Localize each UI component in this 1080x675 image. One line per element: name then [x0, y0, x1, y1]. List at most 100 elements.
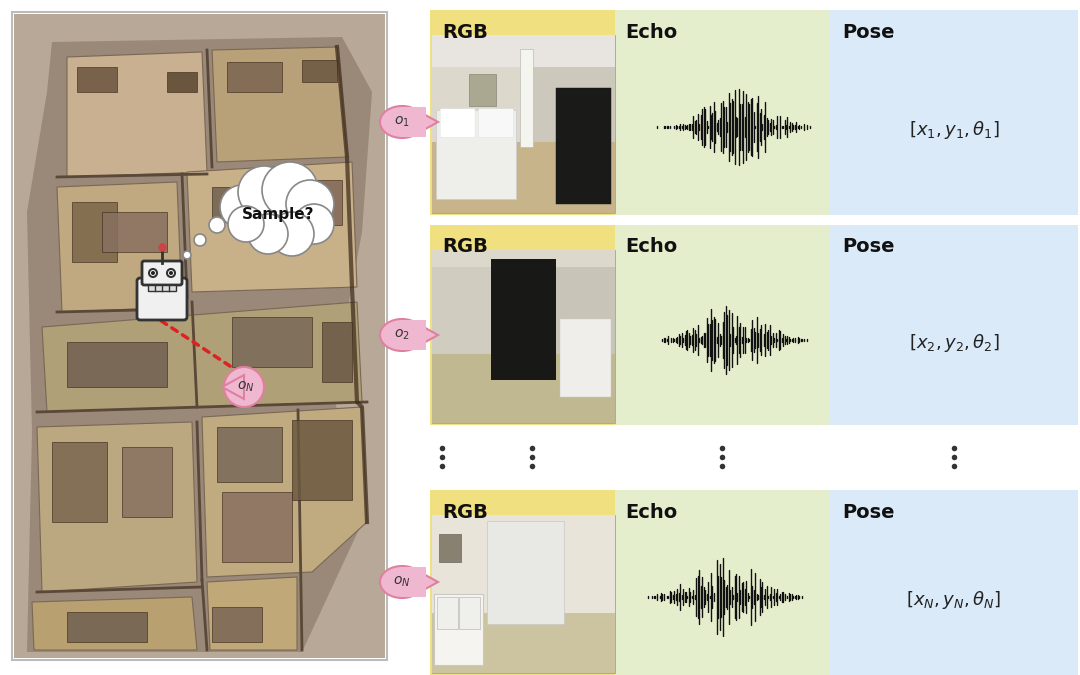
FancyBboxPatch shape [212, 607, 262, 642]
FancyBboxPatch shape [440, 534, 461, 562]
FancyBboxPatch shape [441, 109, 475, 138]
FancyBboxPatch shape [432, 250, 615, 423]
Circle shape [183, 251, 191, 259]
FancyBboxPatch shape [430, 10, 615, 215]
FancyBboxPatch shape [227, 62, 282, 92]
Text: Pose: Pose [842, 238, 894, 256]
FancyBboxPatch shape [148, 285, 176, 291]
Text: $o_2$: $o_2$ [394, 328, 409, 342]
FancyBboxPatch shape [400, 320, 426, 350]
Polygon shape [187, 162, 357, 292]
FancyBboxPatch shape [52, 442, 107, 522]
Circle shape [270, 212, 314, 256]
FancyBboxPatch shape [831, 225, 1078, 425]
FancyBboxPatch shape [615, 490, 831, 675]
FancyBboxPatch shape [831, 10, 1078, 215]
FancyBboxPatch shape [490, 259, 556, 380]
Polygon shape [420, 572, 438, 592]
Text: $o_N$: $o_N$ [238, 380, 255, 394]
FancyBboxPatch shape [272, 180, 342, 225]
Circle shape [220, 185, 264, 229]
Text: RGB: RGB [442, 22, 488, 41]
Circle shape [151, 271, 156, 275]
FancyBboxPatch shape [459, 597, 480, 628]
FancyBboxPatch shape [432, 613, 615, 673]
Text: $[x_N, y_N, \theta_N]$: $[x_N, y_N, \theta_N]$ [906, 589, 1001, 611]
FancyBboxPatch shape [432, 267, 490, 380]
Circle shape [248, 214, 288, 254]
FancyBboxPatch shape [615, 225, 831, 425]
FancyBboxPatch shape [217, 427, 282, 482]
Polygon shape [37, 422, 197, 592]
FancyBboxPatch shape [14, 14, 384, 658]
FancyBboxPatch shape [292, 420, 352, 500]
FancyBboxPatch shape [77, 67, 117, 92]
Ellipse shape [380, 106, 424, 138]
FancyBboxPatch shape [232, 317, 312, 367]
Circle shape [262, 162, 318, 218]
Polygon shape [202, 407, 367, 577]
FancyBboxPatch shape [67, 612, 147, 642]
FancyBboxPatch shape [487, 521, 564, 624]
Circle shape [210, 217, 225, 233]
FancyBboxPatch shape [302, 60, 337, 82]
Circle shape [168, 271, 173, 275]
FancyBboxPatch shape [12, 12, 387, 660]
Text: $o_N$: $o_N$ [393, 575, 410, 589]
Circle shape [286, 180, 334, 228]
FancyBboxPatch shape [469, 74, 496, 106]
FancyBboxPatch shape [72, 202, 117, 262]
FancyBboxPatch shape [432, 35, 615, 67]
Text: $o_1$: $o_1$ [394, 115, 410, 129]
FancyBboxPatch shape [615, 10, 831, 215]
Circle shape [149, 269, 157, 277]
Polygon shape [207, 577, 297, 650]
FancyBboxPatch shape [212, 187, 262, 222]
FancyBboxPatch shape [102, 212, 167, 252]
Text: Sample?: Sample? [242, 207, 314, 221]
FancyBboxPatch shape [430, 490, 615, 675]
Ellipse shape [380, 319, 424, 351]
Text: RGB: RGB [442, 502, 488, 522]
FancyBboxPatch shape [556, 88, 611, 204]
Text: Echo: Echo [625, 238, 677, 256]
FancyBboxPatch shape [437, 597, 458, 628]
Polygon shape [27, 37, 372, 652]
FancyBboxPatch shape [430, 225, 615, 425]
FancyBboxPatch shape [167, 72, 197, 92]
FancyBboxPatch shape [478, 109, 513, 138]
FancyBboxPatch shape [67, 342, 167, 387]
Polygon shape [222, 375, 244, 399]
FancyBboxPatch shape [432, 142, 615, 213]
Text: Pose: Pose [842, 22, 894, 41]
FancyBboxPatch shape [434, 594, 483, 665]
Polygon shape [212, 47, 347, 162]
FancyBboxPatch shape [435, 110, 516, 198]
Polygon shape [32, 597, 197, 650]
FancyBboxPatch shape [561, 319, 611, 397]
Circle shape [238, 166, 291, 218]
Text: Echo: Echo [625, 502, 677, 522]
Circle shape [224, 367, 264, 407]
Text: RGB: RGB [442, 238, 488, 256]
Text: Pose: Pose [842, 502, 894, 522]
FancyBboxPatch shape [122, 447, 172, 517]
Circle shape [194, 234, 206, 246]
FancyBboxPatch shape [141, 261, 183, 285]
FancyBboxPatch shape [432, 35, 615, 213]
FancyBboxPatch shape [432, 515, 615, 673]
FancyBboxPatch shape [556, 267, 615, 380]
FancyBboxPatch shape [831, 490, 1078, 675]
FancyBboxPatch shape [432, 515, 615, 673]
Circle shape [167, 269, 175, 277]
Text: $[x_1, y_1, \theta_1]$: $[x_1, y_1, \theta_1]$ [908, 119, 999, 141]
Text: $[x_2, y_2, \theta_2]$: $[x_2, y_2, \theta_2]$ [908, 332, 999, 354]
Polygon shape [420, 112, 438, 132]
FancyBboxPatch shape [432, 354, 615, 423]
Circle shape [294, 204, 334, 244]
Polygon shape [42, 302, 362, 412]
Text: Echo: Echo [625, 22, 677, 41]
FancyBboxPatch shape [222, 492, 292, 562]
FancyBboxPatch shape [432, 250, 615, 423]
FancyBboxPatch shape [519, 49, 532, 147]
